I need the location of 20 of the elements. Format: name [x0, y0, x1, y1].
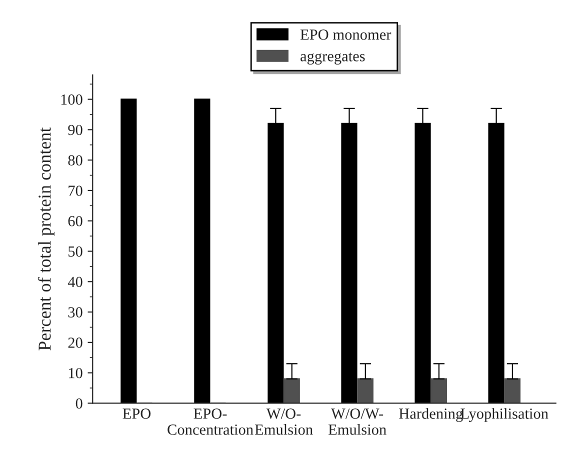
y-tick-label: 90 — [68, 124, 82, 136]
y-tick-label: 10 — [68, 368, 82, 378]
x-tick-label: EPO — [122, 408, 151, 419]
y-tick-label: 100 — [61, 94, 82, 105]
y-tick-label: 70 — [68, 186, 82, 196]
y-tick-label: 30 — [68, 307, 82, 318]
y-axis-title: Percent of total protein content — [38, 127, 54, 350]
y-tick-label: 80 — [68, 155, 82, 166]
y-tick-label: 40 — [68, 276, 82, 288]
y-tick-label: 0 — [76, 398, 82, 409]
x-tick-label: Lyophilisation — [460, 408, 548, 422]
x-tick-label: EPO- Concentration — [168, 408, 254, 435]
y-tick-label: 50 — [68, 246, 82, 257]
legend-label: aggregates — [300, 52, 365, 65]
x-tick-label: W/O/W- Emulsion — [328, 408, 386, 435]
x-tick-label: W/O- Emulsion — [254, 408, 313, 435]
y-tick-label: 60 — [68, 216, 82, 226]
y-tick-label: 20 — [68, 338, 82, 348]
legend-label: EPO monomer — [300, 30, 392, 40]
x-tick-label: Hardening — [399, 408, 463, 422]
